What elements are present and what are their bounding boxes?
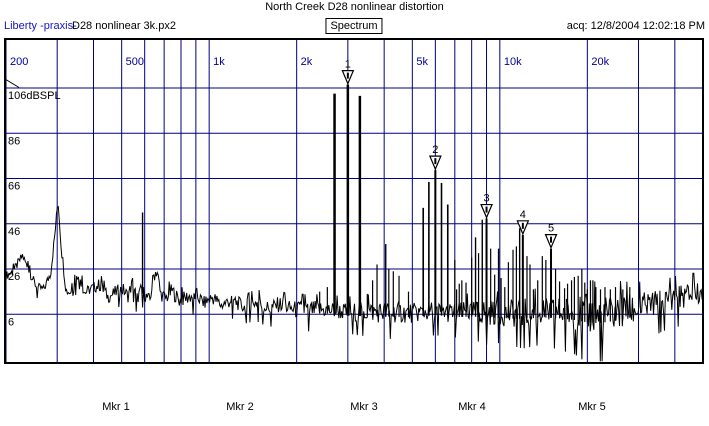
x-tick-label: 500 [126,56,144,68]
marker-readout-5: Mkr 5 15kHz -71.05321dB [527,371,657,426]
y-tick-label: 106dBSPL [8,90,61,102]
x-tick-label: 20k [591,56,609,68]
marker-name: Mkr 4 [458,401,486,413]
marker-name: Mkr 2 [226,401,254,413]
scale-wedge-icon [4,78,20,88]
marker-name: Mkr 5 [578,401,606,413]
marker-name: Mkr 1 [102,401,130,413]
marker-number-label: 2 [432,144,438,156]
x-tick-label: 2k [301,56,313,68]
chart-title: North Creek D28 nonlinear distortion [265,1,444,13]
y-tick-label: 46 [8,226,20,238]
file-name-label: D28 nonlinear 3k.px2 [72,20,176,32]
y-tick-label: 26 [8,271,20,283]
y-tick-label: 86 [8,135,20,147]
marker-readout-4: Mkr 4 12kHz -64.94100dB [407,371,537,426]
y-tick-label: 6 [8,316,14,328]
x-tick-label: 1k [213,56,225,68]
app-name-label: Liberty -praxis- [4,20,77,32]
view-selector-button[interactable]: Spectrum [325,18,383,34]
x-tick-label: 10k [504,56,522,68]
marker-number-label: 3 [483,193,489,205]
x-tick-label: 200 [10,56,28,68]
x-tick-label: 5k [416,56,428,68]
marker-number-label: 4 [520,209,526,221]
marker-readout-2: Mkr 2 6kHz -36.30138dB [175,371,305,426]
marker-number-label: 1 [345,59,351,71]
noise-floor-trace [5,205,704,362]
marker-readout-1: Mkr 1 3kHz 0.00000dB [51,371,181,426]
marker-name: Mkr 3 [350,401,378,413]
plot-border [4,38,704,364]
marker-readout-3: Mkr 3 9kHz -57.68049dB [299,371,429,426]
marker-number-label: 5 [548,223,554,235]
y-tick-label: 66 [8,181,20,193]
acquisition-timestamp: acq: 12/8/2004 12:02:18 PM [566,20,705,32]
